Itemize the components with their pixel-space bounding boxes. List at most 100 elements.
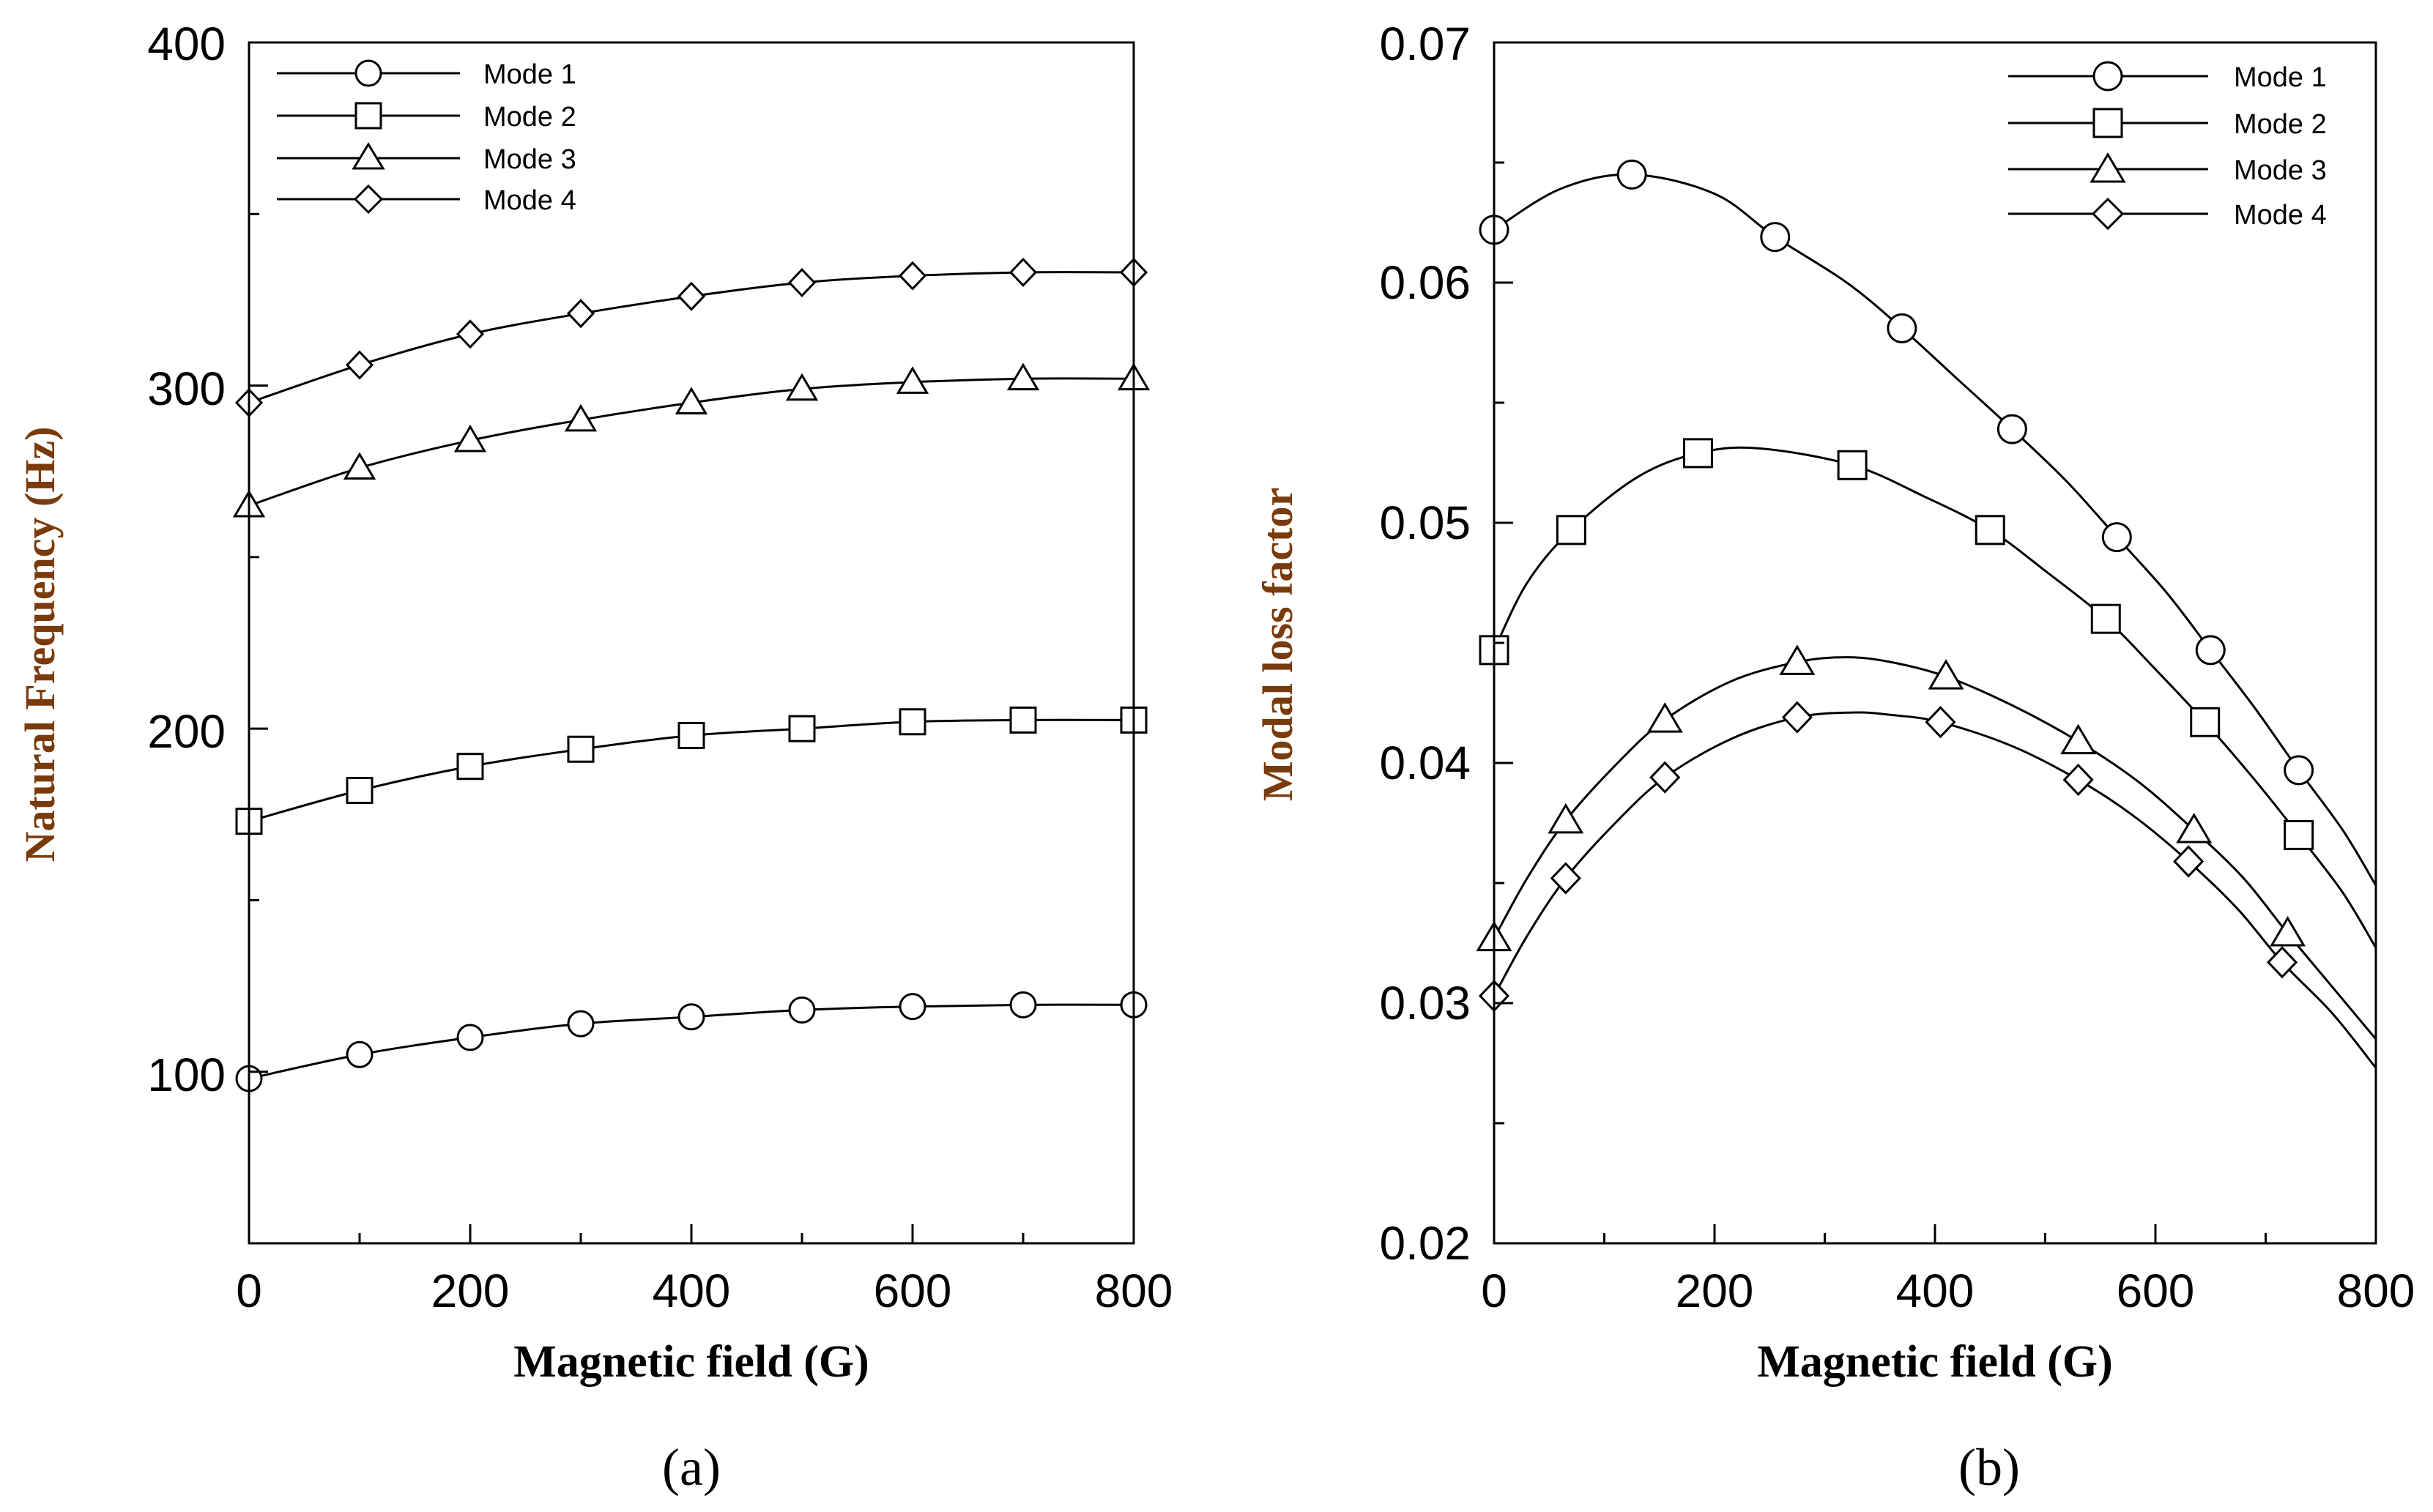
panel-b-point-mode-3 [1928,659,1964,690]
panel-a-point-mode-1 [1009,991,1037,1018]
panel-b-ticks [1493,41,2377,1245]
panel-b-series-line-mode-2 [1493,446,2377,949]
legend-diamond-marker [353,184,384,215]
panel-a-point-mode-2 [788,715,816,742]
panel-b-ytick-label: 0.06 [1379,256,1471,309]
panel-b-point-mode-3 [1646,702,1683,733]
panel-a-plot-frame [248,41,1135,1245]
panel-b-series-line-mode-4 [1493,711,2377,1069]
panel-b-point-mode-3 [2060,723,2097,755]
panel-a-point-mode-3 [564,403,598,432]
panel-b-point-mode-1 [2195,635,2226,666]
legend-label-mode-3: Mode 3 [2234,155,2327,186]
legend-label-mode-2: Mode 2 [2234,109,2327,140]
panel-b-point-mode-1 [2101,522,2132,553]
legend-label-mode-1: Mode 1 [483,59,576,90]
legend-label-mode-4: Mode 4 [483,185,576,216]
panel-a-xtick-label: 400 [653,1265,731,1317]
panel-b-xtick-label: 200 [1676,1265,1754,1317]
chart-panel-a: 100 200 300 400 0 200 400 600 800 Magnet… [16,18,1173,1497]
legend-label-mode-3: Mode 3 [483,144,576,175]
panel-a-point-mode-4 [345,350,374,380]
panel-a-xtick-label: 600 [874,1265,952,1317]
panel-b-point-mode-2 [1975,515,2005,545]
panel-a-point-mode-1 [788,996,816,1024]
panel-a-ylabel: Natural Frequency (Hz) [16,427,64,863]
panel-a-legend: Mode 1 Mode 2 Mode 3 Mode 4 [277,59,576,216]
panel-a-xlabel: Magnetic field (G) [513,1337,869,1387]
panel-b-ytick-label: 0.05 [1379,496,1471,549]
panel-b-point-mode-4 [2267,946,2298,979]
panel-b-curves [1493,173,2377,1069]
legend-triangle-marker [352,142,385,170]
panel-b-point-mode-2 [2284,819,2314,850]
panel-a-ytick-label: 400 [147,18,226,70]
panel-a-point-mode-3 [1006,362,1040,391]
panel-b-point-mode-3 [1779,644,1816,675]
panel-b-point-mode-3 [1548,802,1584,834]
panel-a-point-mode-4 [456,319,485,349]
panel-b-point-mode-1 [1616,159,1647,190]
panel-b-xtick-label: 400 [1896,1265,1975,1317]
panel-b-ytick-label: 0.03 [1379,977,1471,1029]
panel-b-markers [1476,159,2314,1013]
panel-a-point-mode-2 [456,753,484,781]
panel-b-point-mode-4 [2173,845,2204,878]
panel-a-xtick-label: 0 [236,1265,262,1317]
panel-a-point-mode-3 [785,373,819,401]
panel-a-ytick-label: 300 [147,362,226,415]
panel-b-point-mode-1 [1996,414,2027,444]
panel-b-point-mode-2 [2090,603,2121,634]
panel-b-point-mode-4 [1649,761,1681,794]
chart-panel-b: 0.02 0.03 0.04 0.05 0.06 0.07 0 200 400 … [1254,18,2415,1497]
panel-b-series-line-mode-1 [1493,173,2377,887]
panel-b-xtick-label: 600 [2117,1265,2195,1317]
panel-b-point-mode-1 [1887,313,1917,343]
panel-a-point-mode-2 [899,708,926,736]
panel-a-ytick-label: 200 [147,705,226,758]
panel-a-point-mode-4 [898,261,927,291]
panel-a-point-mode-3 [675,387,708,414]
panel-a-point-mode-1 [346,1040,374,1068]
legend-diamond-marker [2091,197,2125,231]
panel-b-xlabel: Magnetic field (G) [1757,1337,2113,1387]
legend-label-mode-4: Mode 4 [2234,200,2327,231]
panel-a-markers [232,257,1151,1092]
legend-square-marker [2092,108,2123,138]
panel-a-ytick-label: 100 [147,1049,226,1101]
panel-b-point-mode-2 [1682,438,1713,469]
panel-b-point-mode-2 [1837,450,1868,480]
panel-b-point-mode-3 [2270,916,2306,947]
panel-b-point-mode-2 [2190,707,2221,737]
panel-a-point-mode-2 [677,722,705,750]
panel-b-point-mode-4 [1781,701,1813,734]
legend-square-marker [354,102,382,130]
panel-b-point-mode-1 [2284,755,2314,786]
panel-a-point-mode-2 [346,776,374,804]
panel-a-ticks [248,41,1135,1245]
panel-b-point-mode-2 [1556,515,1586,545]
panel-b-point-mode-4 [1550,862,1581,895]
panel-a-point-mode-4 [787,267,817,298]
panel-b-ytick-label: 0.02 [1379,1217,1471,1270]
panel-a-caption: (a) [662,1438,721,1497]
panel-b-ytick-label: 0.04 [1379,737,1471,789]
panel-a-point-mode-4 [677,281,706,311]
panel-b-point-mode-3 [2176,812,2213,843]
panel-a-point-mode-3 [343,452,376,480]
legend-label-mode-2: Mode 2 [483,102,576,133]
legend-label-mode-1: Mode 1 [2234,62,2327,93]
panel-a-point-mode-4 [566,299,595,329]
legend-triangle-marker [2090,152,2126,183]
legend-circle-marker [354,59,382,87]
panel-a-point-mode-1 [677,1003,705,1031]
panel-b-ytick-label: 0.07 [1379,18,1471,70]
panel-a-point-mode-1 [899,993,926,1021]
panel-a-point-mode-4 [1009,257,1038,287]
panel-a-point-mode-2 [1009,706,1037,734]
panel-b-point-mode-1 [1760,222,1791,253]
panel-b-xtick-label: 0 [1481,1265,1507,1317]
panel-b-xtick-label: 800 [2337,1265,2415,1317]
panel-a-xtick-label: 200 [431,1265,510,1317]
